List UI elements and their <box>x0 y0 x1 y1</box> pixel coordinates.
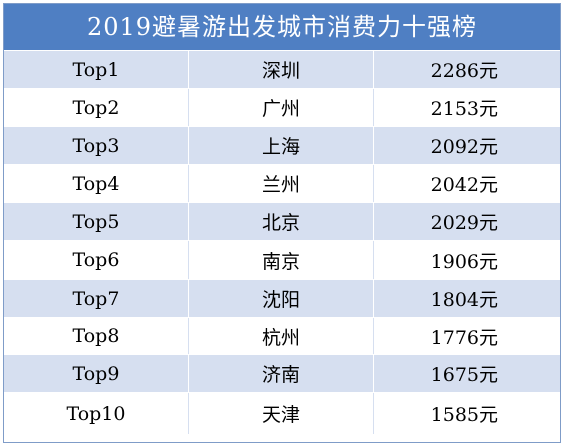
table-body: Top1 深圳 2286元 Top2 广州 2153元 Top3 上海 2092元 Top4 兰州 2… <box>4 51 560 442</box>
amount-cell: 1585元 <box>430 404 498 426</box>
amount-cell: 2286元 <box>430 60 498 82</box>
amount-cell: 2153元 <box>430 98 498 120</box>
table-row: Top5 北京 2029元 <box>4 203 560 241</box>
city-cell: 兰州 <box>189 165 374 202</box>
rank-cell: Top7 <box>4 280 189 317</box>
table-row: Top1 深圳 2286元 <box>4 51 560 89</box>
table-row: Top6 南京 1906元 <box>4 241 560 280</box>
city-cell: 济南 <box>189 355 374 392</box>
city-cell: 北京 <box>189 203 374 240</box>
city-cell: 深圳 <box>189 51 374 88</box>
table-row: Top3 上海 2092元 <box>4 127 560 165</box>
rank-cell: Top4 <box>4 165 189 202</box>
rank-cell: Top2 <box>4 89 189 126</box>
city-cell: 沈阳 <box>189 280 374 317</box>
city-cell: 杭州 <box>189 318 374 354</box>
table-row: Top4 兰州 2042元 <box>4 165 560 203</box>
rank-cell: Top8 <box>4 318 189 354</box>
rank-cell: Top6 <box>4 241 189 279</box>
table-row: Top7 沈阳 1804元 <box>4 280 560 318</box>
amount-cell: 2029元 <box>430 212 498 234</box>
city-cell: 广州 <box>189 89 374 126</box>
rank-cell: Top1 <box>4 51 189 88</box>
rank-cell: Top5 <box>4 203 189 240</box>
amount-cell: 1804元 <box>430 289 498 311</box>
amount-cell: 2042元 <box>430 174 498 196</box>
rank-cell: Top3 <box>4 127 189 164</box>
rank-cell: Top9 <box>4 355 189 392</box>
amount-cell: 1776元 <box>430 326 498 349</box>
rank-cell: Top10 <box>4 393 189 434</box>
amount-cell: 1906元 <box>430 250 498 273</box>
table-row: Top10 天津 1585元 <box>4 393 560 434</box>
city-cell: 南京 <box>189 241 374 279</box>
table-row: Top9 济南 1675元 <box>4 355 560 393</box>
amount-cell: 1675元 <box>430 364 498 386</box>
table-row: Top8 杭州 1776元 <box>4 318 560 355</box>
table-title: 2019避暑游出发城市消费力十强榜 <box>4 4 560 51</box>
city-cell: 上海 <box>189 127 374 164</box>
ranking-table: 2019避暑游出发城市消费力十强榜 Top1 深圳 2286元 Top2 广州 2153元… <box>3 3 561 443</box>
amount-cell: 2092元 <box>430 136 498 158</box>
table-row: Top2 广州 2153元 <box>4 89 560 127</box>
city-cell: 天津 <box>189 393 374 434</box>
